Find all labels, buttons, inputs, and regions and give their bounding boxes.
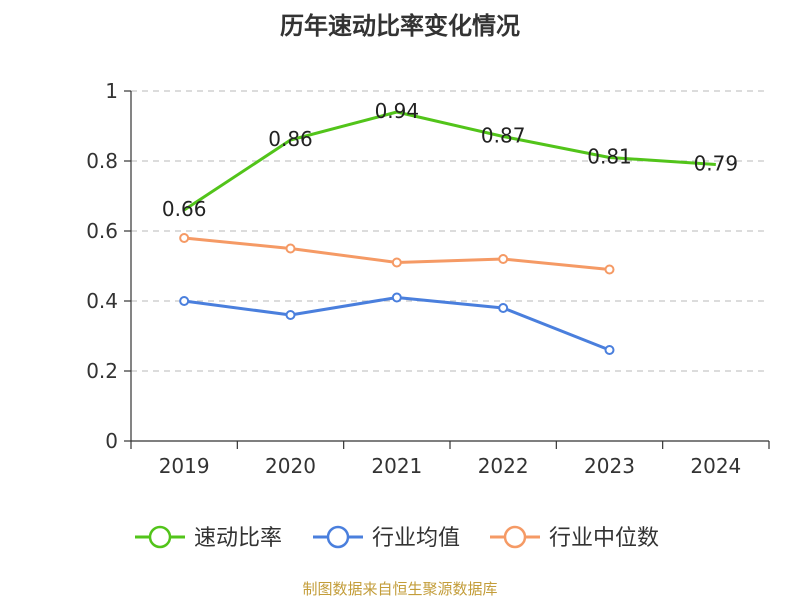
y-tick-label: 0.6 bbox=[86, 219, 118, 243]
data-label: 0.86 bbox=[268, 127, 313, 151]
x-tick-label: 2019 bbox=[159, 454, 210, 478]
x-tick-label: 2022 bbox=[478, 454, 529, 478]
series-lines bbox=[179, 110, 716, 355]
x-tick-label: 2024 bbox=[690, 454, 741, 478]
data-point bbox=[179, 233, 190, 243]
y-tick-label: 1 bbox=[105, 79, 118, 103]
data-point bbox=[285, 310, 296, 320]
data-labels: 0.66 0.86 0.94 0.87 0.81 0.79 bbox=[162, 99, 738, 221]
x-tick-label: 2023 bbox=[584, 454, 635, 478]
legend-marker bbox=[148, 525, 172, 549]
data-label: 0.81 bbox=[587, 145, 632, 169]
source-note: 制图数据来自恒生聚源数据库 bbox=[302, 580, 498, 598]
data-point bbox=[498, 303, 509, 313]
legend: 速动比率 行业均值 行业中位数 bbox=[135, 525, 659, 551]
y-tick-label: 0.4 bbox=[86, 289, 118, 313]
data-point bbox=[391, 292, 402, 303]
data-point bbox=[498, 254, 509, 264]
data-point bbox=[391, 257, 402, 268]
y-tick-label: 0.2 bbox=[86, 359, 118, 383]
data-label: 0.79 bbox=[694, 152, 739, 176]
x-tick-label: 2021 bbox=[371, 454, 422, 478]
data-point bbox=[179, 296, 190, 306]
legend-marker bbox=[503, 525, 527, 549]
gridlines bbox=[131, 90, 769, 372]
legend-label: 行业中位数 bbox=[549, 526, 659, 551]
data-point bbox=[285, 243, 296, 254]
legend-label: 速动比率 bbox=[194, 526, 282, 551]
data-label: 0.87 bbox=[481, 124, 526, 148]
legend-label: 行业均值 bbox=[372, 526, 460, 551]
legend-marker bbox=[326, 525, 350, 549]
series-line bbox=[183, 296, 611, 352]
x-tick-label: 2020 bbox=[265, 454, 316, 478]
data-point bbox=[604, 264, 615, 275]
y-tick-label: 0 bbox=[105, 429, 118, 453]
y-tick-label: 0.8 bbox=[86, 149, 118, 173]
chart-title: 历年速动比率变化情况 bbox=[280, 12, 520, 40]
data-label: 0.66 bbox=[162, 197, 207, 221]
data-point bbox=[604, 345, 615, 355]
series-line bbox=[183, 110, 716, 212]
data-label: 0.94 bbox=[375, 99, 420, 123]
